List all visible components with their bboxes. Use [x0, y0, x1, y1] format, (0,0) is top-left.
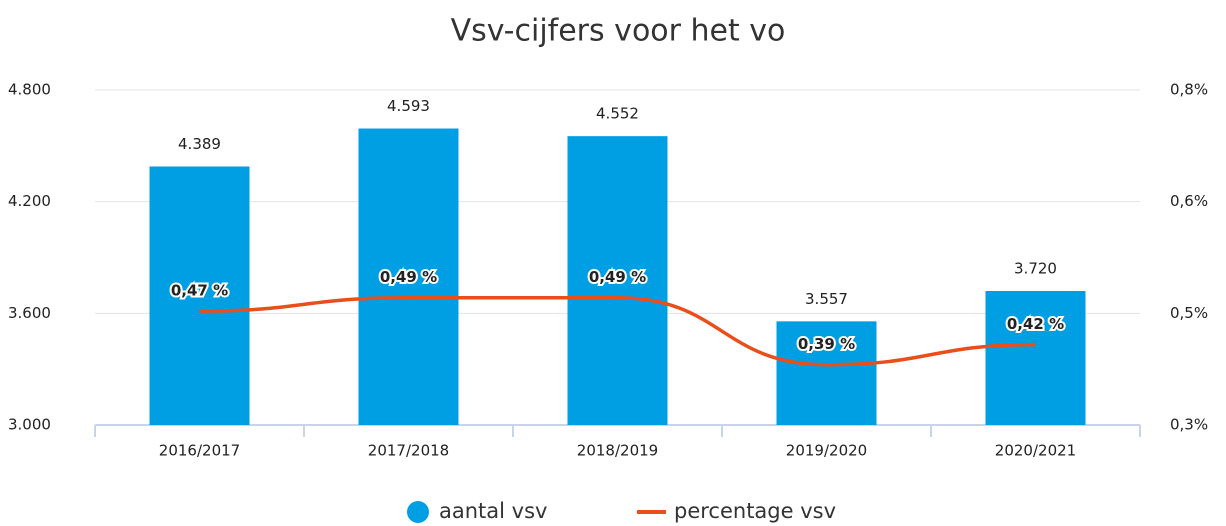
x-tick-label: 2020/2021: [995, 442, 1076, 460]
x-tick-label: 2017/2018: [368, 442, 449, 460]
bar: [358, 128, 459, 425]
bar: [776, 321, 877, 425]
legend-marker: [407, 501, 429, 523]
bar-value-label: 3.557: [805, 290, 848, 308]
x-tick-label: 2018/2019: [577, 442, 658, 460]
y2-tick-label: 0,8%: [1170, 81, 1208, 99]
bar: [149, 166, 250, 425]
y-tick-label: 3.600: [8, 304, 51, 322]
line-value-label: 0,49 %: [380, 268, 437, 286]
legend-label: aantal vsv: [439, 499, 547, 523]
legend-label: percentage vsv: [674, 499, 836, 523]
bar-value-label: 4.389: [178, 135, 221, 153]
line-value-label: 0,47 %: [171, 282, 228, 300]
y2-tick-label: 0,6%: [1170, 192, 1208, 210]
bar-value-label: 4.593: [387, 97, 430, 115]
x-tick-label: 2019/2020: [786, 442, 867, 460]
chart-title: Vsv-cijfers voor het vo: [451, 14, 786, 49]
line-value-label: 0,49 %: [589, 268, 646, 286]
y-tick-label: 3.000: [8, 416, 51, 434]
line-value-label: 0,42 %: [1007, 315, 1064, 333]
x-tick-label: 2016/2017: [159, 442, 240, 460]
y-tick-label: 4.200: [8, 192, 51, 210]
line: [199, 295, 1036, 367]
bar: [567, 136, 668, 425]
bar-value-label: 4.552: [596, 105, 639, 123]
line-value-label: 0,39 %: [798, 335, 855, 353]
y2-tick-label: 0,3%: [1170, 416, 1208, 434]
bar: [985, 291, 1086, 425]
y-tick-label: 4.800: [8, 81, 51, 99]
bar-value-label: 3.720: [1014, 260, 1057, 278]
y2-tick-label: 0,5%: [1170, 304, 1208, 322]
